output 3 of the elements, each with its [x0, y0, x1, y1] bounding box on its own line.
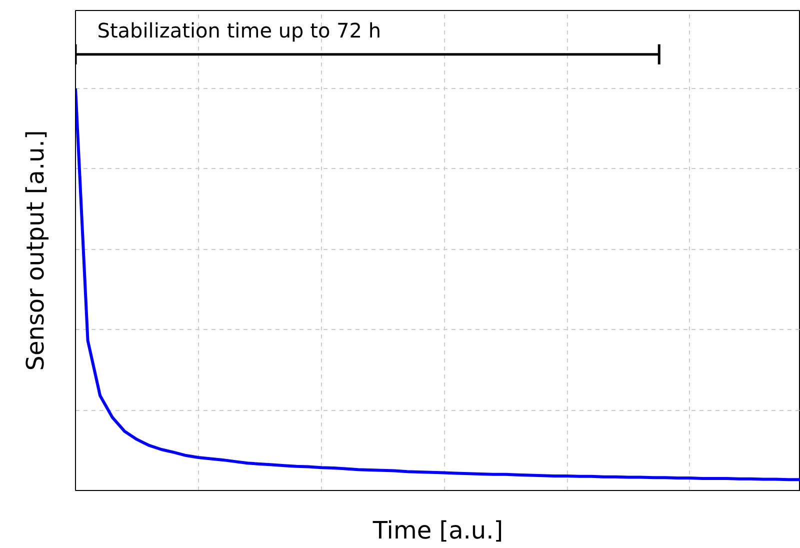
y-axis-title: Sensor output [a.u.] — [22, 130, 50, 371]
x-axis-title: Time [a.u.] — [372, 516, 504, 544]
text: Stabilization time up to 72 h — [97, 18, 382, 42]
